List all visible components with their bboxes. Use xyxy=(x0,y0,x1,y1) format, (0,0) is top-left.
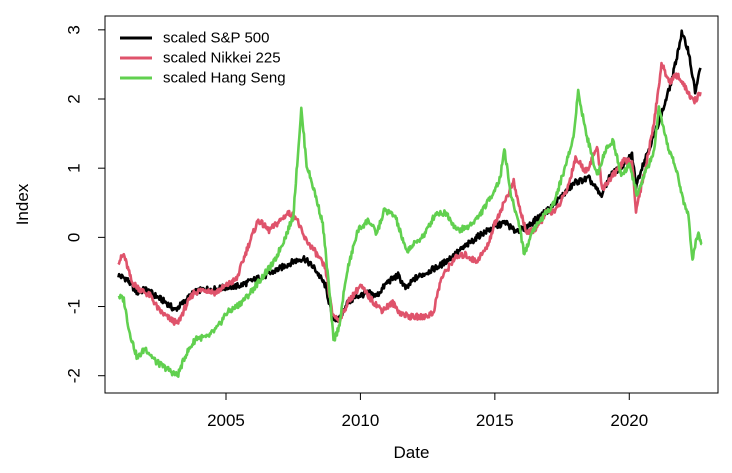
legend-label-2: scaled Hang Seng xyxy=(163,70,286,87)
y-tick-label: 0 xyxy=(65,233,84,242)
y-tick-label: -2 xyxy=(65,368,84,383)
x-axis-title: Date xyxy=(394,443,430,462)
y-tick-label: 2 xyxy=(65,94,84,103)
x-tick-label: 2015 xyxy=(476,411,514,430)
y-tick-label: 1 xyxy=(65,163,84,172)
x-axis: 2005 2010 2015 2020 xyxy=(207,392,648,430)
legend: scaled S&P 500 scaled Nikkei 225 scaled Ha… xyxy=(120,30,286,87)
x-tick-label: 2005 xyxy=(207,411,245,430)
x-tick-label: 2020 xyxy=(610,411,648,430)
legend-label-1: scaled Nikkei 225 xyxy=(163,50,281,67)
y-axis-title: Index xyxy=(13,183,32,225)
x-tick-label: 2010 xyxy=(342,411,380,430)
y-tick-label: -1 xyxy=(65,299,84,314)
series-line-1 xyxy=(117,61,702,326)
y-tick-label: 3 xyxy=(65,25,84,34)
series-line-2 xyxy=(117,88,703,378)
y-axis: -2 -1 0 1 2 3 xyxy=(65,25,106,383)
series-lines xyxy=(117,29,703,378)
legend-label-0: scaled S&P 500 xyxy=(163,30,269,47)
